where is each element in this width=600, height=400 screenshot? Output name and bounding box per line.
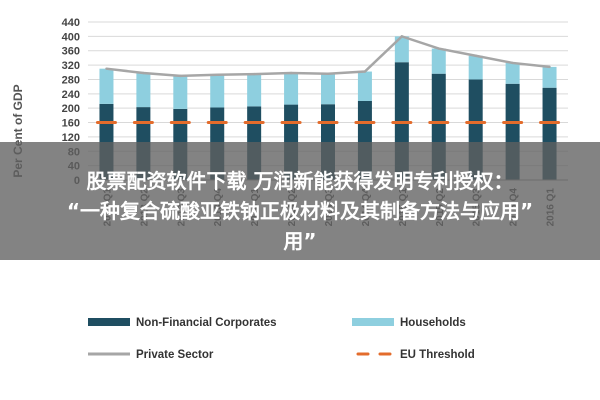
bar bbox=[542, 66, 557, 88]
overlay-line-3: 用” bbox=[283, 229, 317, 253]
overlay-line-2: “一种复合硫酸亚铁钠正极材料及其制备方法与应用” bbox=[66, 199, 534, 223]
series-line bbox=[106, 34, 550, 78]
bar bbox=[247, 74, 262, 107]
series-point bbox=[216, 73, 219, 76]
bar bbox=[210, 74, 225, 108]
bar bbox=[505, 62, 520, 84]
series-point bbox=[142, 71, 145, 75]
series-point bbox=[400, 35, 404, 38]
series-point bbox=[363, 70, 367, 73]
legend-label: EU Threshold bbox=[400, 349, 475, 361]
legend-swatch bbox=[88, 318, 130, 326]
bar bbox=[173, 75, 188, 109]
overlay-banner bbox=[0, 142, 600, 260]
legend-label: Private Sector bbox=[136, 349, 214, 361]
series-point bbox=[289, 71, 293, 75]
legend-swatch bbox=[352, 318, 394, 326]
legend-label: Non-Financial Corporates bbox=[136, 317, 277, 329]
y-tick-label: 160 bbox=[62, 118, 80, 130]
series-point bbox=[437, 47, 440, 50]
y-tick-label: 280 bbox=[62, 74, 80, 86]
bar bbox=[468, 55, 483, 80]
series-point bbox=[179, 74, 182, 78]
bar bbox=[357, 71, 372, 101]
bar bbox=[321, 73, 335, 105]
y-tick-label: 200 bbox=[62, 103, 80, 115]
y-tick-label: 240 bbox=[62, 89, 80, 101]
overlay-caption: 股票配资软件下载 万润新能获得发明专利授权： “一种复合硫酸亚铁钠正极材料及其制… bbox=[0, 166, 600, 256]
overlay-line-1: 股票配资软件下载 万润新能获得发明专利授权： bbox=[86, 169, 514, 193]
y-tick-label: 360 bbox=[62, 46, 80, 58]
bar bbox=[136, 72, 151, 108]
series-point bbox=[326, 72, 330, 75]
y-tick-label: 120 bbox=[62, 132, 80, 144]
series-point bbox=[474, 54, 477, 57]
series-point bbox=[548, 65, 551, 69]
y-tick-label: 400 bbox=[62, 31, 80, 43]
series-point bbox=[105, 67, 108, 70]
legend-label: Households bbox=[400, 317, 466, 329]
bar bbox=[394, 36, 409, 63]
bar bbox=[99, 68, 114, 104]
y-tick-label: 320 bbox=[62, 60, 80, 72]
series-point bbox=[511, 61, 514, 65]
bar bbox=[431, 48, 446, 74]
bar bbox=[284, 72, 299, 105]
series-point bbox=[252, 72, 256, 76]
y-tick-label: 440 bbox=[62, 17, 80, 29]
